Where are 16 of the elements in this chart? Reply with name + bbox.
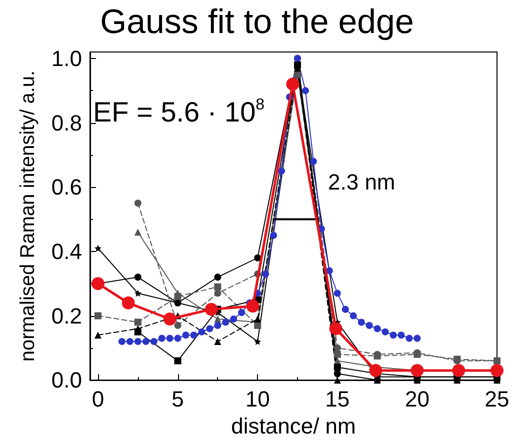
annotation: 2.3 nm (328, 170, 396, 194)
x-tick-label: 10 (245, 386, 270, 412)
y-tick-label: 0.6 (51, 174, 82, 200)
y-tick-label: 0.8 (51, 110, 82, 136)
chart-title: Gauss fit to the edge (100, 3, 414, 41)
y-axis-title: normalised Raman intensity/ a.u. (17, 70, 39, 362)
y-tick-label: 0.0 (51, 368, 82, 393)
x-tick-label: 0 (92, 386, 104, 412)
x-tick-label: 20 (404, 386, 430, 412)
x-tick-label: 15 (325, 386, 350, 412)
y-tick-label: 0.4 (51, 238, 82, 264)
y-tick-label: 0.2 (51, 303, 82, 328)
y-tick-label: 1.0 (51, 46, 82, 71)
x-axis-title: distance/ nm (231, 414, 356, 438)
x-tick-label: 25 (484, 386, 510, 412)
x-tick-label: 5 (172, 386, 184, 412)
